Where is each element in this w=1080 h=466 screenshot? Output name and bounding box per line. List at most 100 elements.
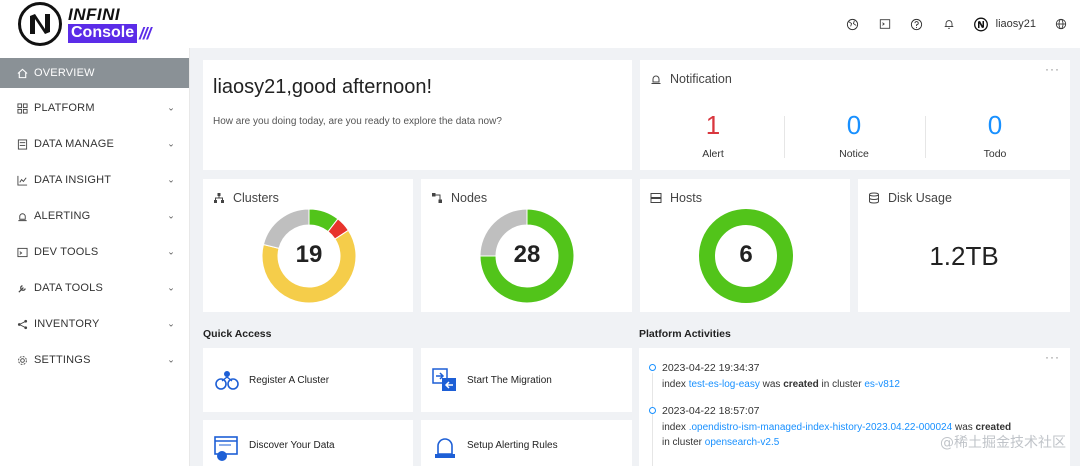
logo[interactable]: INFINI Console /// [0, 0, 190, 48]
home-icon [16, 67, 28, 79]
sidebar-item-label: DEV TOOLS [34, 246, 99, 258]
timeline-dot [649, 364, 656, 371]
activity-target-link[interactable]: .opendistro-ism-managed-index-history-20… [688, 422, 953, 433]
help-icon[interactable] [910, 17, 924, 31]
disk-usage-card[interactable]: Disk Usage 1.2TB [858, 179, 1070, 312]
chevron-down-icon: ⌄ [167, 174, 175, 185]
sidebar: OVERVIEW PLATFORM ⌄ DATA MANAGE ⌄ DATA I… [0, 48, 190, 466]
hosts-card[interactable]: Hosts 6 [640, 179, 850, 312]
activity-time: 2023-04-22 19:34:37 [662, 362, 760, 374]
activity-verb: created [783, 379, 819, 390]
activities-panel: ··· 2023-04-22 19:34:37 index test-es-lo… [639, 348, 1070, 466]
clusters-icon [214, 193, 224, 203]
register-cluster-icon [215, 371, 239, 390]
activity-in-cluster: in cluster [662, 437, 703, 448]
greeting-card: liaosy21,good afternoon! How are you doi… [203, 60, 632, 170]
alert-counter[interactable]: 1 Alert [643, 110, 783, 160]
sidebar-item-inventory[interactable]: INVENTORY ⌄ [0, 306, 189, 342]
chevron-down-icon: ⌄ [167, 210, 175, 221]
notification-title: Notification [670, 72, 732, 86]
sidebar-item-platform[interactable]: PLATFORM ⌄ [0, 90, 189, 126]
share-icon [16, 318, 28, 330]
language-icon[interactable] [1054, 17, 1068, 31]
chevron-down-icon: ⌄ [167, 282, 175, 293]
chevron-down-icon: ⌄ [167, 102, 175, 113]
bell-icon[interactable] [942, 17, 956, 31]
alert-count: 1 [705, 110, 721, 140]
hosts-donut-slice [699, 209, 793, 303]
nodes-icon [432, 193, 442, 203]
sidebar-item-data-insight[interactable]: DATA INSIGHT ⌄ [0, 162, 189, 198]
disk-usage-title: Disk Usage [888, 191, 952, 205]
sidebar-item-alerting[interactable]: ALERTING ⌄ [0, 198, 189, 234]
hosts-title: Hosts [670, 191, 702, 205]
chevron-down-icon: ⌄ [167, 354, 175, 365]
hosts-donut [699, 209, 793, 303]
chevron-down-icon: ⌄ [167, 318, 175, 329]
nodes-card[interactable]: Nodes 28 [421, 179, 632, 312]
discover-data-card[interactable]: Discover Your Data [203, 420, 413, 466]
clusters-donut-slice [262, 208, 310, 249]
more-icon[interactable]: ··· [1045, 62, 1060, 76]
sidebar-item-label: DATA MANAGE [34, 138, 115, 150]
hosts-count: 6 [739, 241, 753, 268]
notice-counter[interactable]: 0 Notice [784, 110, 924, 160]
sidebar-item-label: OVERVIEW [34, 67, 95, 79]
globe-network-icon[interactable] [846, 17, 860, 31]
nodes-donut-slice [479, 208, 528, 257]
register-cluster-card[interactable]: Register A Cluster [203, 348, 413, 412]
activity-mid: was [762, 379, 781, 390]
activity-in-cluster: in cluster [821, 379, 862, 390]
quick-access-label: Setup Alerting Rules [467, 440, 558, 451]
sidebar-item-label: DATA TOOLS [34, 282, 104, 294]
divider [925, 116, 926, 158]
setup-alerting-card[interactable]: Setup Alerting Rules [421, 420, 632, 466]
divider [784, 116, 785, 158]
alert-icon [16, 210, 28, 222]
console-icon[interactable] [878, 17, 892, 31]
timeline-line [652, 414, 653, 466]
sidebar-item-settings[interactable]: SETTINGS ⌄ [0, 342, 189, 378]
clusters-donut-slice [261, 229, 357, 304]
timeline-line [652, 373, 653, 407]
nodes-count: 28 [513, 241, 541, 268]
activity-time: 2023-04-22 18:57:07 [662, 405, 760, 417]
more-icon[interactable]: ··· [1045, 350, 1060, 364]
chart-icon [16, 174, 28, 186]
activity-verb: created [975, 422, 1012, 433]
disk-icon [869, 192, 879, 204]
start-migration-card[interactable]: Start The Migration [421, 348, 632, 412]
notification-icon [651, 75, 661, 84]
clusters-card[interactable]: Clusters 19 [203, 179, 413, 312]
header: liaosy21 [190, 0, 1080, 48]
notice-label: Notice [839, 148, 869, 160]
nodes-title: Nodes [451, 191, 488, 205]
activity-text: in cluster opensearch-v2.5 [662, 435, 779, 450]
sidebar-item-data-tools[interactable]: DATA TOOLS ⌄ [0, 270, 189, 306]
brand-line2: Console [68, 23, 138, 43]
logo-mark-icon [18, 2, 62, 46]
quick-access-label: Start The Migration [467, 374, 552, 386]
activity-prefix: index [662, 422, 686, 433]
discover-data-icon [214, 436, 238, 461]
sidebar-item-overview[interactable]: OVERVIEW [0, 58, 189, 88]
sidebar-item-dev-tools[interactable]: DEV TOOLS ⌄ [0, 234, 189, 270]
user-menu[interactable]: liaosy21 [973, 17, 1036, 31]
quick-access-label: Register A Cluster [249, 374, 330, 386]
activity-target-link[interactable]: test-es-log-easy [688, 379, 760, 390]
activity-cluster-link[interactable]: es-v812 [864, 379, 900, 390]
sidebar-item-data-manage[interactable]: DATA MANAGE ⌄ [0, 126, 189, 162]
nodes-donut [479, 208, 575, 304]
avatar [973, 17, 988, 31]
activity-mid: was [954, 422, 973, 433]
clusters-donut [261, 208, 357, 304]
todo-counter[interactable]: 0 Todo [925, 110, 1065, 160]
alerting-rules-icon [435, 438, 455, 458]
quick-access-title: Quick Access [203, 328, 272, 340]
activity-cluster-link[interactable]: opensearch-v2.5 [704, 437, 780, 448]
nodes-donut-slice [479, 208, 575, 304]
platform-activities-title: Platform Activities [639, 328, 731, 340]
notice-count: 0 [846, 110, 862, 140]
greeting-title: liaosy21,good afternoon! [213, 76, 433, 98]
clusters-count: 19 [295, 241, 323, 268]
